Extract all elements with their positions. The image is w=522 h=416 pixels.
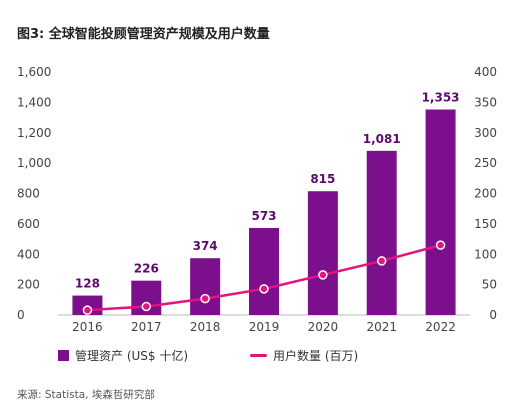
bar [366,150,397,315]
bar-data-label: 1,081 [363,132,401,146]
legend-item-users: 用户数量 (百万) [250,347,358,364]
users-point [435,240,446,250]
x-tick-label: 2022 [425,320,456,334]
y-right-tick-label: 400 [474,65,497,79]
users-point [318,270,328,280]
chart-title: 图3: 全球智能投顾管理资产规模及用户数量 [17,27,270,42]
y-left-tick-label: 800 [17,187,40,201]
bar-data-label: 573 [251,209,276,223]
users-point [141,301,152,312]
bar-data-label: 815 [310,172,335,186]
users-point [376,256,387,266]
users-point [259,284,269,294]
x-tick-label: 2020 [308,320,339,334]
y-left-tick-label: 600 [17,217,40,231]
legend-label-users: 用户数量 (百万) [273,349,359,363]
y-right-tick-label: 350 [474,95,497,109]
bar-data-label: 1,353 [422,91,460,105]
x-tick-label: 2017 [131,320,162,334]
bar [190,258,221,315]
y-right-tick-label: 150 [474,217,497,231]
x-tick-label: 2021 [366,320,397,334]
legend-swatch-assets [58,350,69,361]
y-left-tick-label: 1,000 [17,156,51,170]
bar [307,191,338,315]
y-right-tick-label: 50 [482,278,497,292]
y-right-tick-label: 250 [474,156,497,170]
y-left-tick-label: 400 [17,247,40,261]
y-right-tick-label: 100 [474,247,497,261]
bar-data-label: 374 [193,239,218,253]
y-right-tick-label: 200 [474,187,497,201]
x-tick-label: 2016 [72,320,103,334]
y-right-tick-label: 0 [489,308,497,322]
legend-label-assets: 管理资产 (US$ 十亿) [75,349,189,363]
legend-line-users [250,354,267,357]
bar-data-label: 226 [134,262,159,276]
legend-item-assets: 管理资产 (US$ 十亿) [58,347,188,364]
bar [249,227,279,315]
x-tick-label: 2018 [190,320,221,334]
y-right-tick-label: 300 [474,126,497,140]
bar-data-label: 128 [75,277,100,291]
y-left-tick-label: 200 [17,278,40,292]
users-point [200,293,210,304]
source-note: 来源: Statista, 埃森哲研究部 [17,389,155,401]
y-left-tick-label: 1,600 [17,65,51,79]
users-point [82,305,93,315]
y-left-tick-label: 1,200 [17,126,51,140]
x-tick-label: 2019 [249,320,280,334]
bar [425,109,456,315]
y-left-tick-label: 0 [17,308,25,322]
y-left-tick-label: 1,400 [17,95,51,109]
